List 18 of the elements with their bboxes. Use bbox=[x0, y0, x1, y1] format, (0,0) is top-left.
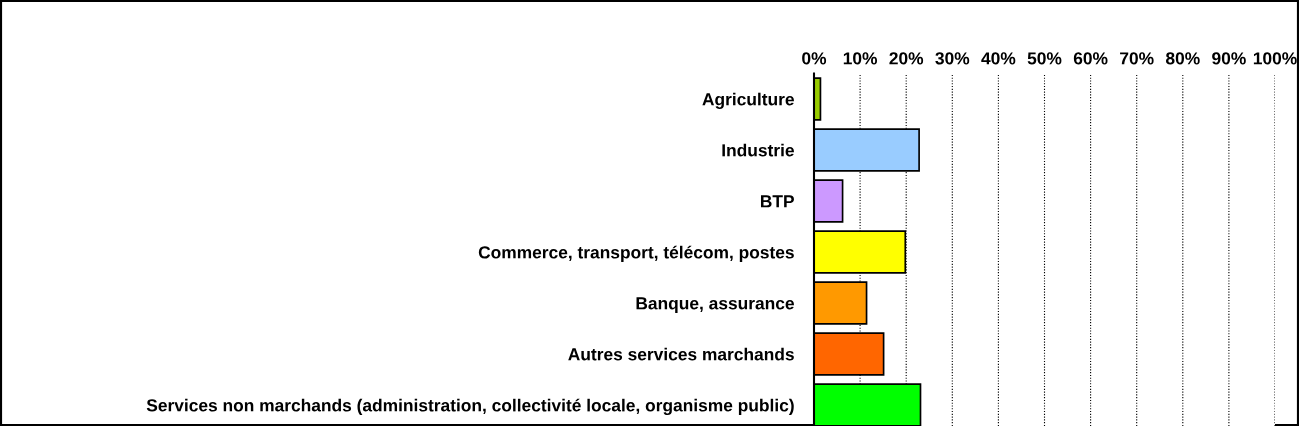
x-tick-label: 20% bbox=[889, 52, 924, 65]
y-tick-label: Autres services marchands bbox=[568, 347, 794, 361]
y-tick-label: Services non marchands (administration, collectivité locale, organisme public) bbox=[146, 398, 794, 416]
y-tick-label: Agriculture bbox=[702, 92, 794, 109]
x-tick-label: 80% bbox=[1165, 52, 1200, 65]
x-tick-label: 60% bbox=[1073, 52, 1108, 65]
x-tick-label: 30% bbox=[935, 52, 970, 65]
y-tick-label: Commerce, transport, télécom, postes bbox=[478, 245, 794, 262]
x-tick-label: 10% bbox=[843, 52, 878, 65]
y-tick-label: Banque, assurance bbox=[636, 297, 794, 313]
x-tick-label: 50% bbox=[1027, 52, 1062, 65]
x-tick-label: 90% bbox=[1212, 52, 1246, 65]
x-tick-label: 40% bbox=[981, 52, 1016, 65]
y-tick-label: BTP bbox=[760, 195, 794, 208]
x-tick-label: 0% bbox=[802, 52, 827, 65]
x-tick-label: 70% bbox=[1120, 52, 1154, 65]
x-tick-label: 100% bbox=[1253, 52, 1297, 65]
y-tick-label: Industrie bbox=[722, 143, 794, 157]
